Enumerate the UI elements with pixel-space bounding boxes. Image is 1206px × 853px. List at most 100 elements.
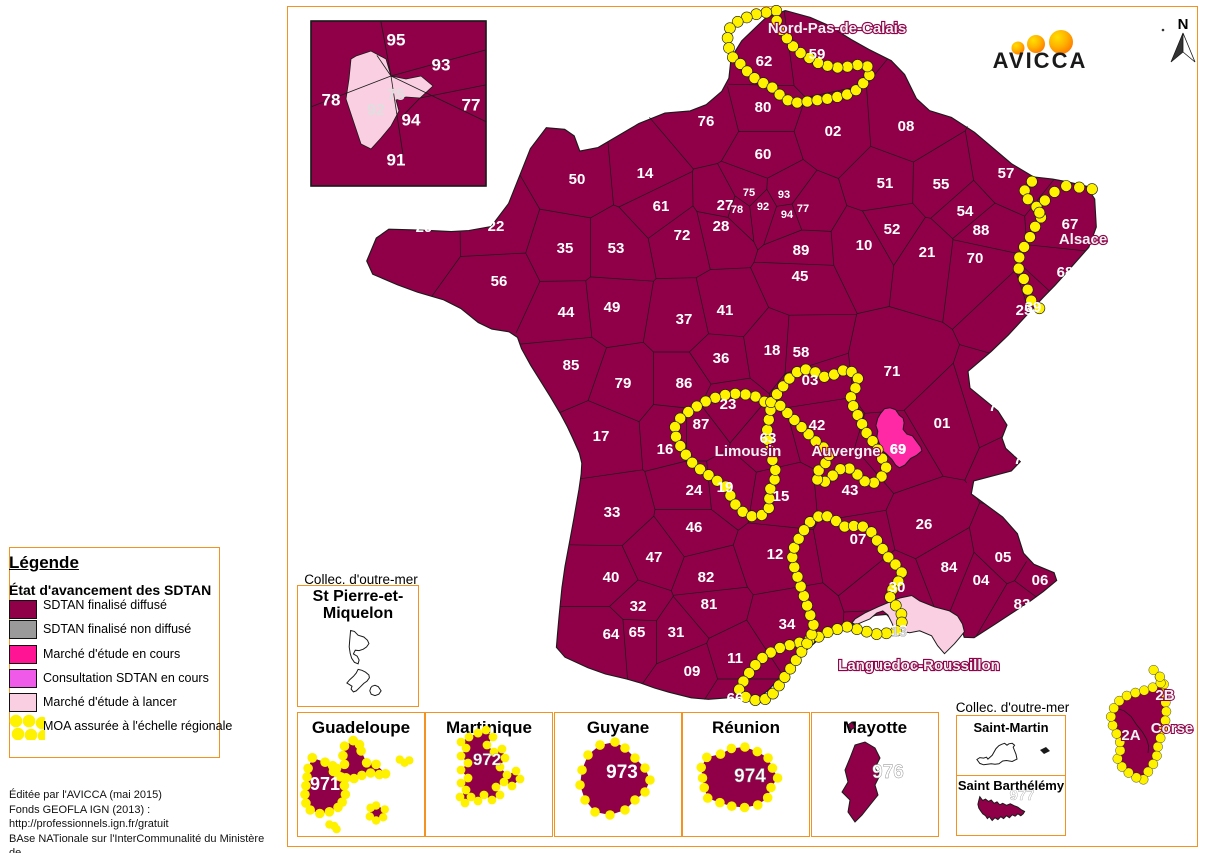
- svg-text:02: 02: [825, 123, 842, 140]
- svg-text:01: 01: [934, 415, 951, 432]
- svg-text:30: 30: [889, 579, 906, 596]
- svg-text:10: 10: [856, 237, 873, 254]
- svg-text:77: 77: [462, 95, 481, 114]
- svg-text:75: 75: [743, 187, 755, 199]
- svg-text:54: 54: [957, 203, 974, 220]
- svg-text:68: 68: [1057, 264, 1074, 281]
- svg-text:78: 78: [322, 90, 341, 109]
- svg-text:70: 70: [967, 250, 984, 267]
- svg-text:61: 61: [653, 198, 670, 215]
- svg-text:66: 66: [727, 690, 744, 707]
- svg-text:84: 84: [941, 559, 958, 576]
- svg-text:22: 22: [488, 218, 505, 235]
- svg-text:971: 971: [310, 774, 340, 794]
- svg-text:08: 08: [898, 118, 915, 135]
- svg-text:15: 15: [773, 488, 790, 505]
- svg-text:81: 81: [701, 596, 718, 613]
- svg-text:49: 49: [604, 299, 621, 316]
- svg-text:62: 62: [756, 53, 773, 70]
- svg-text:31: 31: [668, 624, 685, 641]
- svg-text:24: 24: [686, 482, 703, 499]
- svg-text:78: 78: [731, 204, 743, 216]
- svg-text:82: 82: [698, 569, 715, 586]
- svg-text:16: 16: [657, 441, 674, 458]
- svg-text:53: 53: [608, 240, 625, 257]
- svg-text:2A: 2A: [1121, 727, 1140, 744]
- svg-text:35: 35: [557, 240, 574, 257]
- svg-text:75: 75: [387, 87, 405, 104]
- svg-text:Languedoc-Roussillon: Languedoc-Roussillon: [838, 657, 1000, 674]
- svg-text:33: 33: [604, 504, 621, 521]
- svg-text:974: 974: [734, 766, 766, 787]
- svg-text:28: 28: [713, 218, 730, 235]
- svg-text:11: 11: [727, 650, 743, 667]
- svg-text:Nord-Pas-de-Calais: Nord-Pas-de-Calais: [768, 20, 906, 37]
- svg-text:47: 47: [646, 549, 663, 566]
- svg-text:93: 93: [778, 189, 790, 201]
- svg-text:50: 50: [569, 171, 586, 188]
- svg-text:64: 64: [603, 626, 620, 643]
- svg-text:58: 58: [793, 344, 810, 361]
- svg-text:29: 29: [416, 219, 433, 236]
- svg-text:37: 37: [676, 311, 693, 328]
- svg-text:91: 91: [387, 150, 406, 169]
- svg-text:55: 55: [933, 176, 950, 193]
- svg-text:71: 71: [884, 363, 901, 380]
- svg-text:18: 18: [764, 342, 781, 359]
- svg-text:60: 60: [755, 146, 772, 163]
- svg-text:94: 94: [402, 110, 421, 129]
- svg-text:05: 05: [995, 549, 1012, 566]
- svg-text:34: 34: [779, 616, 796, 633]
- svg-text:95: 95: [387, 30, 406, 49]
- svg-text:Limousin: Limousin: [715, 443, 782, 460]
- svg-text:13: 13: [891, 624, 907, 640]
- svg-text:51: 51: [877, 175, 894, 192]
- svg-text:17: 17: [593, 428, 610, 445]
- svg-text:21: 21: [919, 244, 936, 261]
- svg-text:19: 19: [717, 479, 734, 496]
- svg-text:65: 65: [629, 624, 646, 641]
- svg-text:Alsace: Alsace: [1059, 231, 1107, 248]
- svg-text:83: 83: [1014, 596, 1031, 613]
- svg-text:59: 59: [809, 46, 826, 63]
- svg-text:972: 972: [473, 750, 501, 769]
- svg-text:14: 14: [637, 165, 654, 182]
- svg-text:2B: 2B: [1155, 687, 1174, 704]
- svg-text:46: 46: [686, 519, 703, 536]
- svg-text:74: 74: [989, 398, 1006, 415]
- svg-text:03: 03: [802, 372, 819, 389]
- svg-text:07: 07: [850, 531, 867, 548]
- svg-text:94: 94: [781, 209, 794, 221]
- svg-text:43: 43: [842, 482, 859, 499]
- svg-text:41: 41: [717, 302, 734, 319]
- svg-text:38: 38: [1029, 464, 1046, 481]
- svg-text:77: 77: [797, 203, 809, 215]
- svg-text:Auvergne: Auvergne: [811, 443, 880, 460]
- svg-text:36: 36: [713, 350, 730, 367]
- svg-text:69: 69: [890, 441, 906, 457]
- svg-text:26: 26: [916, 516, 933, 533]
- svg-text:92: 92: [367, 102, 385, 119]
- svg-text:80: 80: [755, 99, 772, 116]
- svg-text:57: 57: [998, 165, 1015, 182]
- svg-text:23: 23: [720, 396, 737, 413]
- svg-text:89: 89: [793, 242, 810, 259]
- svg-text:976: 976: [872, 762, 904, 783]
- svg-text:72: 72: [674, 227, 691, 244]
- svg-text:32: 32: [630, 598, 647, 615]
- svg-text:12: 12: [767, 546, 784, 563]
- svg-text:88: 88: [973, 222, 990, 239]
- svg-text:39: 39: [1025, 299, 1042, 316]
- svg-text:Corse: Corse: [1151, 720, 1194, 737]
- svg-text:76: 76: [698, 113, 715, 130]
- svg-text:92: 92: [757, 201, 769, 213]
- svg-text:40: 40: [603, 569, 620, 586]
- svg-text:09: 09: [684, 663, 701, 680]
- svg-text:04: 04: [973, 572, 990, 589]
- svg-text:977: 977: [1009, 787, 1034, 804]
- svg-text:06: 06: [1032, 572, 1049, 589]
- svg-text:56: 56: [491, 273, 508, 290]
- svg-text:79: 79: [615, 375, 632, 392]
- svg-text:973: 973: [606, 762, 638, 783]
- svg-text:93: 93: [432, 55, 451, 74]
